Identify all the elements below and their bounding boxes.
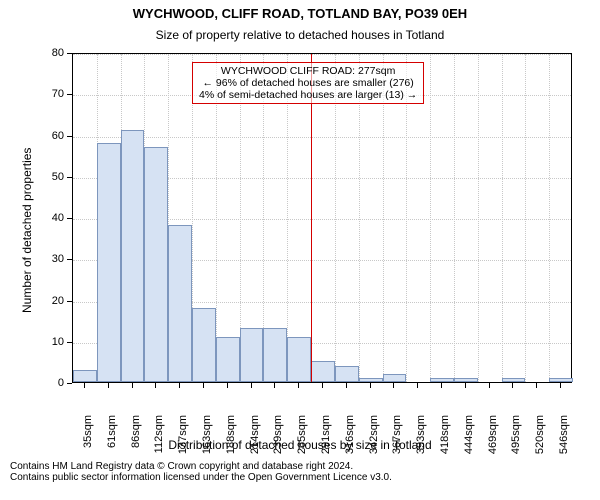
histogram-bar bbox=[335, 366, 359, 383]
chart-subtitle: Size of property relative to detached ho… bbox=[0, 28, 600, 42]
histogram-bar bbox=[216, 337, 240, 382]
grid-line-v bbox=[454, 54, 455, 382]
x-tick bbox=[560, 383, 561, 388]
y-tick-label: 50 bbox=[42, 171, 64, 183]
y-tick-label: 0 bbox=[42, 377, 64, 389]
histogram-bar bbox=[287, 337, 311, 382]
histogram-bar bbox=[263, 328, 287, 382]
y-tick-label: 20 bbox=[42, 295, 64, 307]
y-tick bbox=[67, 177, 72, 178]
histogram-bar bbox=[121, 130, 145, 382]
grid-line-h bbox=[73, 54, 571, 55]
x-tick bbox=[203, 383, 204, 388]
callout-line: WYCHWOOD CLIFF ROAD: 277sqm bbox=[199, 65, 417, 77]
x-tick bbox=[179, 383, 180, 388]
histogram-bar bbox=[97, 143, 121, 382]
grid-line-h bbox=[73, 137, 571, 138]
grid-line-v bbox=[525, 54, 526, 382]
x-tick bbox=[465, 383, 466, 388]
y-tick bbox=[67, 383, 72, 384]
plot-area: WYCHWOOD CLIFF ROAD: 277sqm← 96% of deta… bbox=[72, 53, 572, 383]
x-tick bbox=[227, 383, 228, 388]
histogram-bar bbox=[311, 361, 335, 382]
y-tick bbox=[67, 136, 72, 137]
grid-line-v bbox=[549, 54, 550, 382]
y-tick-label: 30 bbox=[42, 253, 64, 265]
chart-title: WYCHWOOD, CLIFF ROAD, TOTLAND BAY, PO39 … bbox=[0, 6, 600, 21]
x-tick bbox=[370, 383, 371, 388]
callout-line: 4% of semi-detached houses are larger (1… bbox=[199, 89, 417, 101]
y-tick bbox=[67, 53, 72, 54]
histogram-bar bbox=[454, 378, 478, 382]
x-tick bbox=[132, 383, 133, 388]
grid-line-v bbox=[502, 54, 503, 382]
y-tick-label: 10 bbox=[42, 336, 64, 348]
x-tick bbox=[489, 383, 490, 388]
x-tick bbox=[512, 383, 513, 388]
callout-box: WYCHWOOD CLIFF ROAD: 277sqm← 96% of deta… bbox=[192, 62, 424, 104]
x-tick bbox=[84, 383, 85, 388]
callout-line: ← 96% of detached houses are smaller (27… bbox=[199, 77, 417, 89]
x-axis-label: Distribution of detached houses by size … bbox=[0, 438, 600, 452]
y-tick-label: 40 bbox=[42, 212, 64, 224]
y-tick-label: 70 bbox=[42, 88, 64, 100]
histogram-bar bbox=[73, 370, 97, 382]
footer-text: Contains HM Land Registry data © Crown c… bbox=[10, 461, 392, 483]
y-tick bbox=[67, 94, 72, 95]
x-tick bbox=[536, 383, 537, 388]
x-tick bbox=[322, 383, 323, 388]
histogram-bar bbox=[240, 328, 264, 382]
histogram-bar bbox=[168, 225, 192, 382]
histogram-bar bbox=[502, 378, 526, 382]
x-tick bbox=[441, 383, 442, 388]
y-tick-label: 60 bbox=[42, 130, 64, 142]
y-tick bbox=[67, 342, 72, 343]
x-tick bbox=[251, 383, 252, 388]
x-tick bbox=[155, 383, 156, 388]
histogram-bar bbox=[144, 147, 168, 382]
x-tick bbox=[298, 383, 299, 388]
histogram-bar bbox=[549, 378, 573, 382]
y-tick bbox=[67, 301, 72, 302]
y-tick bbox=[67, 259, 72, 260]
y-tick bbox=[67, 218, 72, 219]
histogram-bar bbox=[430, 378, 454, 382]
grid-line-v bbox=[430, 54, 431, 382]
chart-container: WYCHWOOD, CLIFF ROAD, TOTLAND BAY, PO39 … bbox=[0, 0, 600, 500]
y-tick-label: 80 bbox=[42, 47, 64, 59]
x-tick bbox=[417, 383, 418, 388]
x-tick bbox=[346, 383, 347, 388]
y-axis-label: Number of detached properties bbox=[20, 148, 34, 313]
x-tick bbox=[393, 383, 394, 388]
histogram-bar bbox=[359, 378, 383, 382]
x-tick bbox=[108, 383, 109, 388]
histogram-bar bbox=[192, 308, 216, 382]
x-tick bbox=[274, 383, 275, 388]
histogram-bar bbox=[383, 374, 407, 382]
grid-line-v bbox=[478, 54, 479, 382]
